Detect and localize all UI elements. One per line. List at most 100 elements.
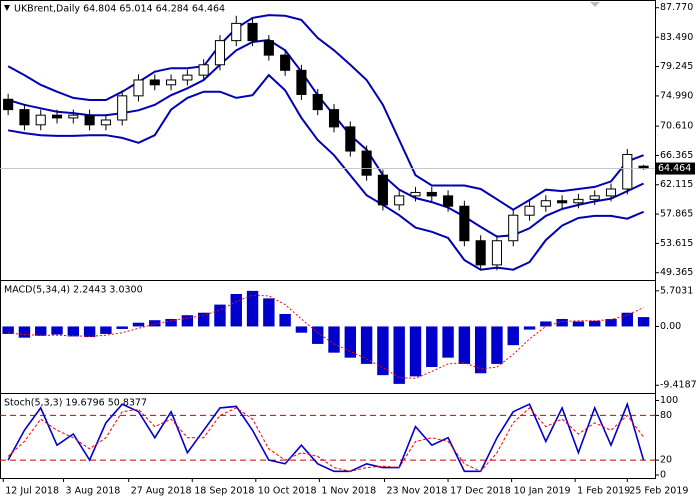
macd-bar xyxy=(458,326,471,364)
candle-body xyxy=(361,150,372,176)
x-tick-label: 18 Sep 2018 xyxy=(194,486,254,497)
candle-body xyxy=(263,40,274,56)
macd-bar xyxy=(295,326,308,333)
bollinger-band xyxy=(7,14,644,211)
y-tick-label: 5.7031 xyxy=(660,285,693,296)
bollinger-band xyxy=(7,38,645,238)
macd-signal xyxy=(8,294,644,379)
candle-body xyxy=(443,195,454,207)
candle-body xyxy=(459,205,470,242)
macd-bar xyxy=(344,326,357,358)
macd-bar xyxy=(181,315,194,327)
x-tick-label: 1 Feb 2019 xyxy=(577,486,630,497)
macd-bar xyxy=(197,312,210,327)
candle-body xyxy=(231,22,242,42)
macd-bar xyxy=(149,320,161,327)
candle-body xyxy=(426,191,437,197)
macd-bar xyxy=(409,326,422,377)
y-tick-label: 83.490 xyxy=(660,32,693,43)
candle-body xyxy=(589,195,600,200)
macd-bar xyxy=(214,304,226,327)
candle-body xyxy=(410,191,421,197)
macd-bar xyxy=(2,326,14,334)
x-tick-label: 12 Jul 2018 xyxy=(5,486,59,497)
y-tick-label: 49.365 xyxy=(660,267,693,278)
candle-body xyxy=(345,126,356,152)
candle-body xyxy=(377,174,388,206)
macd-bar xyxy=(474,326,487,374)
macd-bar xyxy=(116,326,128,329)
macd-bar xyxy=(279,313,291,327)
macd-bar xyxy=(442,326,454,358)
x-tick-label: 1 Nov 2018 xyxy=(321,486,376,497)
macd-bar xyxy=(540,321,552,327)
macd-bar xyxy=(605,318,617,327)
candle-body xyxy=(68,114,79,119)
macd-bar xyxy=(556,318,568,327)
candle-body xyxy=(19,109,30,126)
plot-frame xyxy=(0,0,656,479)
stoch-line xyxy=(7,407,644,472)
macd-bar xyxy=(328,326,340,353)
macd-bar xyxy=(491,326,503,364)
macd-bar xyxy=(132,322,145,327)
candle-body xyxy=(149,79,160,86)
candle-body xyxy=(475,240,486,266)
candle-body xyxy=(51,114,63,119)
macd-bar xyxy=(621,312,634,327)
candle-body xyxy=(280,54,291,71)
macd-bar xyxy=(523,326,536,330)
candle-body xyxy=(133,79,144,97)
macd-bar xyxy=(67,326,80,337)
last-price-box xyxy=(655,162,695,175)
macd-bar xyxy=(18,326,31,338)
y-tick-label: 20 xyxy=(660,455,672,466)
candle-body xyxy=(328,109,340,128)
y-tick-label: 80 xyxy=(660,410,672,421)
candle-body xyxy=(312,93,323,111)
y-tick-label: 100 xyxy=(660,395,678,406)
y-tick-label: -9.4187 xyxy=(660,380,697,391)
candle-body xyxy=(100,119,111,126)
candle-body xyxy=(524,205,535,216)
macd-bar xyxy=(637,317,650,327)
shift-marker xyxy=(590,2,600,7)
x-tick-label: 23 Nov 2018 xyxy=(387,486,448,497)
macd-bar xyxy=(507,326,519,346)
candle-body xyxy=(296,69,307,95)
y-tick-label: 79.245 xyxy=(660,61,693,72)
y-tick-label: 66.365 xyxy=(660,150,693,161)
candle-body xyxy=(198,64,209,76)
macd-bar xyxy=(246,290,259,327)
macd-bar xyxy=(230,293,242,327)
y-tick-label: 57.865 xyxy=(660,209,693,220)
stoch-line xyxy=(7,401,645,473)
macd-bar xyxy=(312,326,324,344)
stoch-title: Stoch(5,3,3) 19.6796 50.8377 xyxy=(4,398,147,409)
x-tick-label: 10 Oct 2018 xyxy=(258,486,317,497)
macd-bar xyxy=(377,326,389,376)
candle-body xyxy=(35,114,46,126)
title-icon xyxy=(4,5,10,11)
macd-bar xyxy=(165,318,177,327)
chart-title: UKBrent,Daily 64.804 65.014 64.284 64.46… xyxy=(14,4,225,15)
y-tick-label: 74.990 xyxy=(660,90,693,101)
y-tick-label: 87.770 xyxy=(660,2,693,13)
candle-body xyxy=(508,214,519,242)
macd-bar xyxy=(35,326,47,336)
macd-title: MACD(5,34,4) 2.2443 3.0300 xyxy=(4,285,143,296)
x-tick-label: 10 Jan 2019 xyxy=(514,486,571,497)
x-tick-label: 27 Aug 2018 xyxy=(131,486,192,497)
x-tick-label: 17 Dec 2018 xyxy=(450,486,511,497)
macd-bar xyxy=(263,298,275,327)
candle-body xyxy=(394,195,405,206)
macd-bar xyxy=(572,321,585,327)
candle-body xyxy=(84,114,95,126)
macd-bar xyxy=(426,326,438,368)
y-tick-label: 62.115 xyxy=(660,179,693,190)
macd-bar xyxy=(100,326,112,334)
y-tick-label: 0 xyxy=(660,470,666,481)
y-tick-label: 0.00 xyxy=(660,321,681,332)
